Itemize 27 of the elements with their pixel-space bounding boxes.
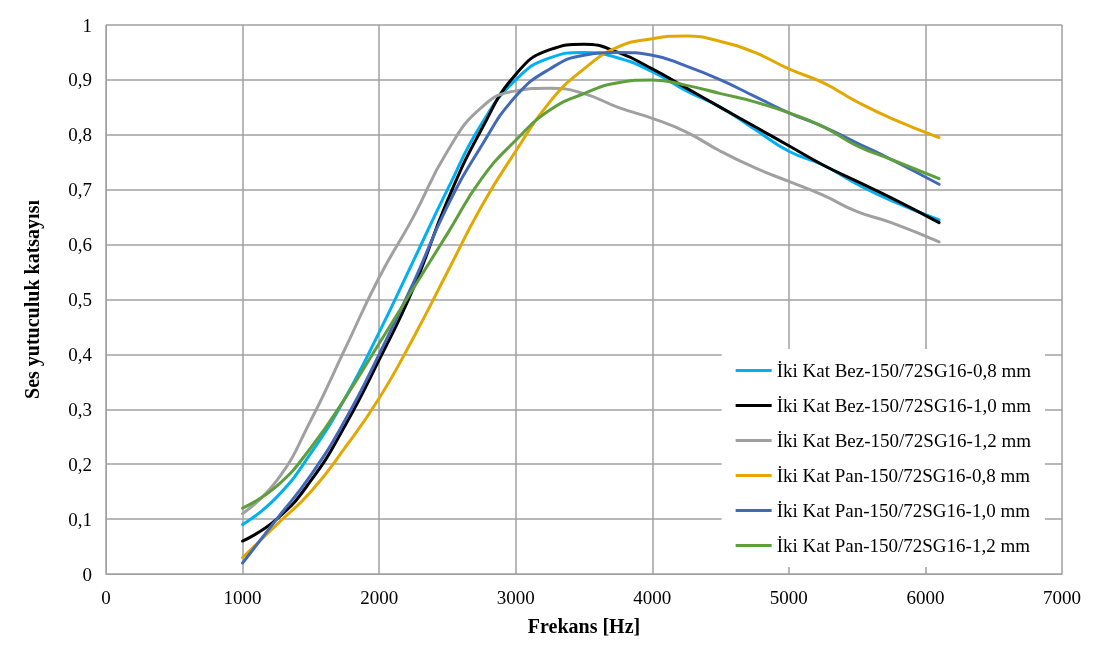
y-tick-label: 0,9 (68, 69, 92, 91)
y-tick-label: 0 (82, 563, 92, 585)
y-tick-label: 0,5 (68, 289, 92, 310)
y-tick-label: 0,3 (68, 398, 92, 420)
y-tick-label: 0,8 (68, 124, 92, 146)
x-tick-label: 1000 (223, 587, 262, 608)
y-axis-title: Ses yutuculuk katsayısı (21, 199, 44, 399)
x-tick-label: 4000 (633, 587, 672, 608)
legend-label: İki Kat Bez-150/72SG16-0,8 mm (776, 360, 1032, 381)
legend-label: İki Kat Pan-150/72SG16-1,2 mm (776, 535, 1031, 556)
y-tick-label: 0,1 (68, 508, 92, 530)
y-tick-label: 1 (82, 14, 92, 36)
legend-label: İki Kat Pan-150/72SG16-1,0 mm (776, 500, 1031, 521)
x-tick-label: 2000 (360, 587, 399, 608)
x-tick-label: 6000 (906, 587, 945, 608)
y-tick-label: 0,2 (68, 453, 92, 475)
y-tick-label: 0,4 (68, 343, 93, 365)
x-tick-label: 5000 (769, 587, 808, 608)
x-tick-label: 3000 (496, 587, 535, 608)
y-tick-label: 0,6 (68, 234, 92, 256)
x-tick-label: 7000 (1043, 587, 1081, 608)
x-axis-title: Frekans [Hz] (527, 615, 641, 637)
legend-label: İki Kat Pan-150/72SG16-0,8 mm (776, 465, 1031, 486)
y-tick-label: 0,7 (68, 179, 92, 201)
x-tick-label: 0 (101, 587, 111, 608)
legend-label: İki Kat Bez-150/72SG16-1,0 mm (776, 395, 1032, 416)
legend-label: İki Kat Bez-150/72SG16-1,2 mm (776, 430, 1032, 451)
